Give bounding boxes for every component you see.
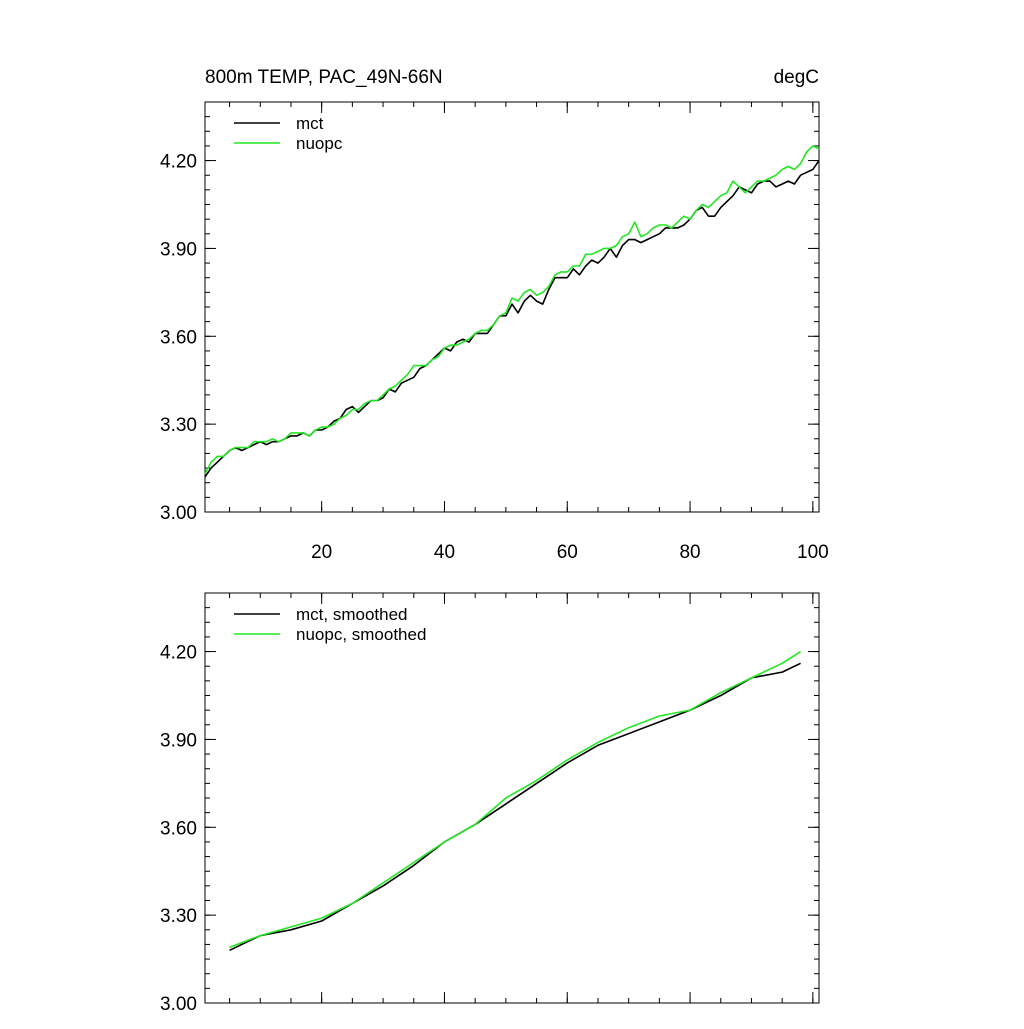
chart-units: degC	[774, 67, 819, 88]
y-tick-label: 3.30	[160, 415, 197, 436]
chart-panel-2: 3.00 3.30 3.60 3.90 4.20 mct, smoothednuopc, …	[160, 592, 820, 1015]
y-tick-label: 3.00	[160, 994, 197, 1015]
x-tick-label: 100	[797, 542, 829, 563]
plot-frame	[204, 592, 820, 1004]
series-line-mct-smoothed	[229, 662, 801, 952]
plot-frame	[204, 101, 820, 513]
y-tick-label: 4.20	[160, 643, 197, 664]
y-tick-label: 3.30	[160, 906, 197, 927]
y-tick-label: 3.90	[160, 239, 197, 260]
legend-label: nuopc, smoothed	[296, 625, 426, 644]
y-tick-label: 3.00	[160, 503, 197, 524]
legend-label: mct, smoothed	[296, 605, 408, 624]
x-tick-label: 60	[557, 542, 578, 563]
legend-label: nuopc	[296, 134, 343, 153]
y-tick-label: 3.60	[160, 818, 197, 839]
series-line-nuopc	[204, 145, 820, 475]
x-tick-label: 80	[679, 542, 700, 563]
x-tick-label: 40	[434, 542, 455, 563]
chart-panel-1: 3.00 3.30 3.60 3.90 4.20 20 40 60 80 100 800m TEMP…	[160, 67, 829, 563]
series-line-nuopc-smoothed	[229, 650, 802, 949]
chart-title: 800m TEMP, PAC_49N-66N	[205, 67, 443, 88]
y-tick-label: 4.20	[160, 152, 197, 173]
legend-label: mct	[296, 114, 324, 133]
y-tick-label: 3.90	[160, 730, 197, 751]
x-tick-label: 20	[311, 542, 332, 563]
y-tick-label: 3.60	[160, 327, 197, 348]
series-line-mct	[204, 160, 820, 478]
